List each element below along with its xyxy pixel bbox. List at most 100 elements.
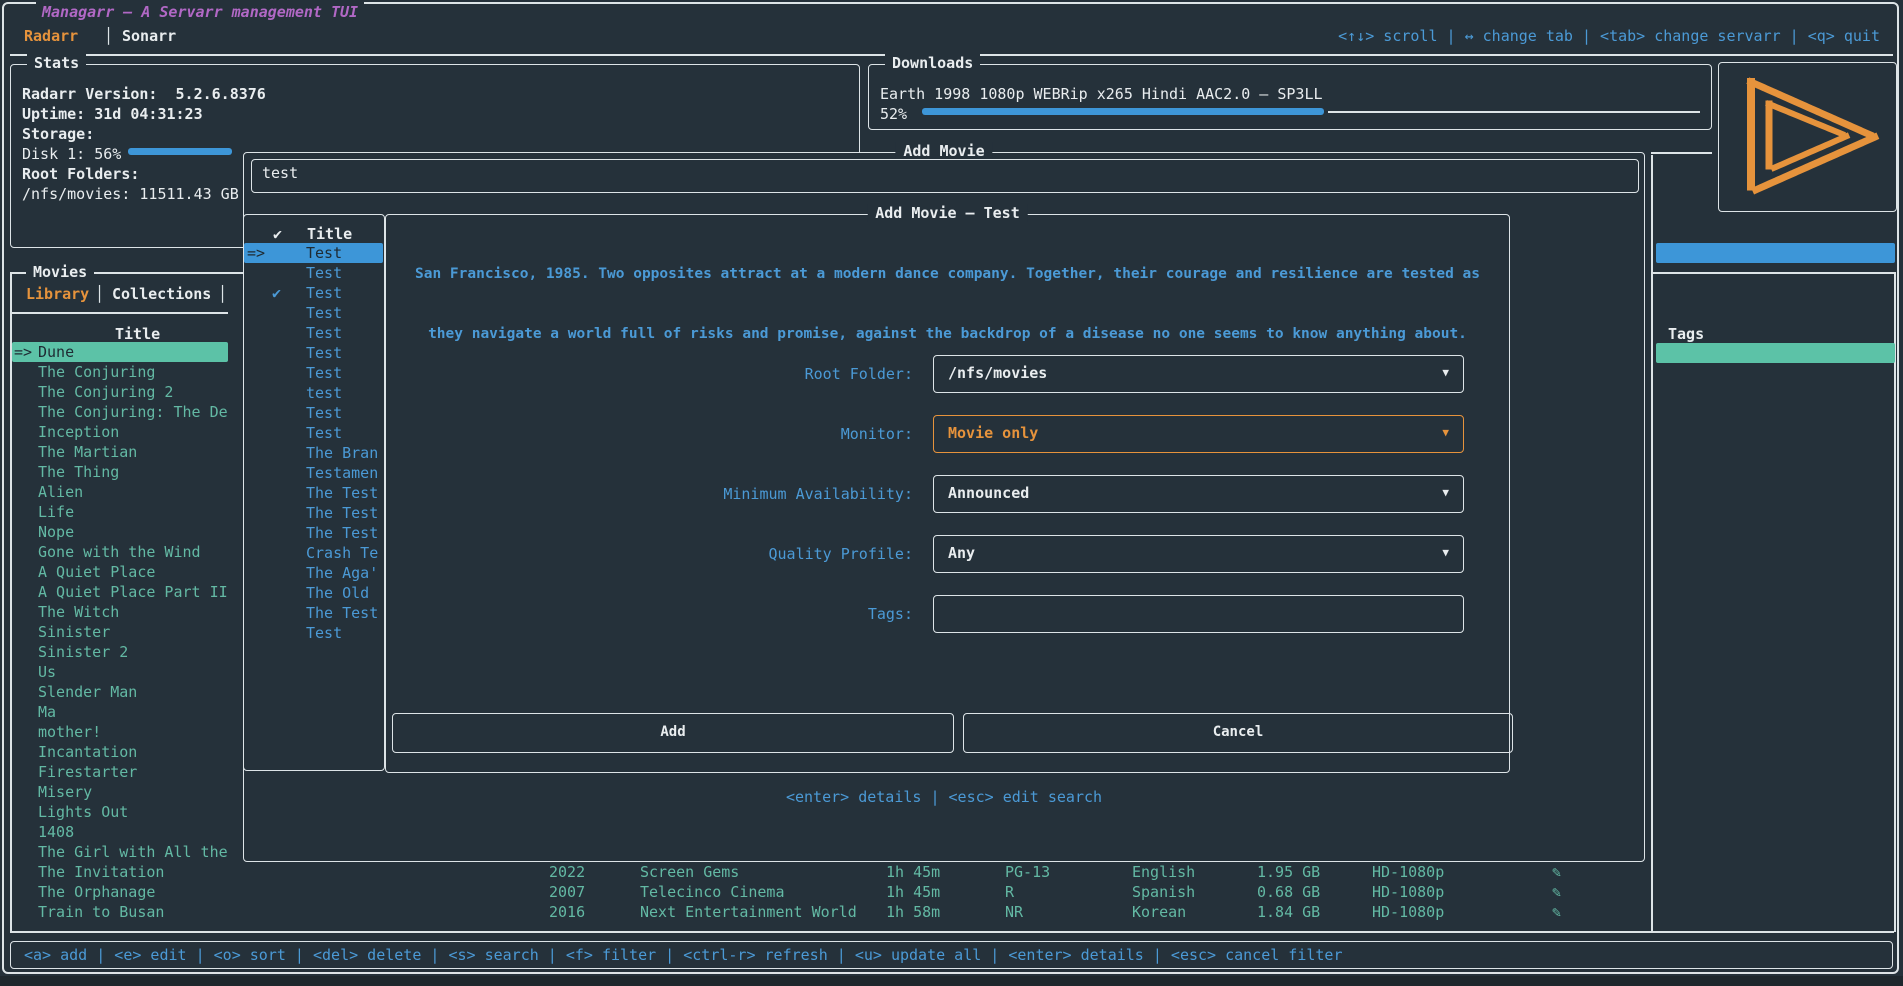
border-fragment (1651, 152, 1712, 154)
tab-sonarr[interactable]: Sonarr (122, 27, 177, 45)
list-item[interactable]: The Girl with All the (12, 842, 228, 862)
result-row[interactable]: test (244, 383, 383, 403)
movie-title: Slender Man (38, 683, 138, 701)
result-row[interactable]: The Test (244, 503, 383, 523)
list-item[interactable]: Us (12, 662, 228, 682)
result-row[interactable]: => Test (244, 243, 383, 263)
list-item[interactable]: The Invitation (12, 862, 228, 882)
result-row[interactable]: Test (244, 403, 383, 423)
downloads-panel: Downloads (868, 54, 1712, 130)
result-row[interactable]: The Aga' (244, 563, 383, 583)
list-item[interactable]: The Orphanage (12, 882, 228, 902)
library-title-header: Title (115, 325, 161, 343)
add-movie-modal: Add Movie – Test San Francisco, 1985. Tw… (385, 204, 1513, 773)
check-icon: ✔ (272, 284, 282, 302)
result-row[interactable]: The Test (244, 483, 383, 503)
result-row[interactable]: Testamen (244, 463, 383, 483)
year-cell: 2022 (549, 863, 586, 881)
list-item[interactable]: The Conjuring 2 (12, 382, 228, 402)
result-title: The Test (306, 524, 379, 542)
list-item[interactable]: Sinister (12, 622, 228, 642)
list-item[interactable]: The Conjuring (12, 362, 228, 382)
chevron-down-icon: ▼ (1442, 546, 1449, 559)
list-item[interactable]: A Quiet Place Part II (12, 582, 228, 602)
minimum-availability-select[interactable]: Announced ▼ (933, 475, 1464, 513)
movie-overview-line1: San Francisco, 1985. Two opposites attra… (414, 266, 1481, 282)
result-row[interactable]: Test (244, 323, 383, 343)
result-row[interactable]: ✔ Test (244, 283, 383, 303)
list-item[interactable]: A Quiet Place (12, 562, 228, 582)
list-item[interactable]: Inception (12, 422, 228, 442)
result-title: The Aga' (306, 564, 379, 582)
result-row[interactable]: The Bran (244, 443, 383, 463)
result-title: Test (306, 264, 343, 282)
quality-profile-label: Quality Profile: (768, 545, 914, 563)
list-item[interactable]: Misery (12, 782, 228, 802)
list-item[interactable]: Firestarter (12, 762, 228, 782)
result-row[interactable]: Test (244, 423, 383, 443)
quality-profile-select[interactable]: Any ▼ (933, 535, 1464, 573)
stats-panel-title: Stats (27, 54, 87, 72)
monitor-select[interactable]: Movie only ▼ (933, 415, 1464, 453)
list-item[interactable]: Gone with the Wind (12, 542, 228, 562)
list-item[interactable]: Ma (12, 702, 228, 722)
result-row[interactable]: Test (244, 263, 383, 283)
edit-icon: ✎ (1552, 863, 1562, 881)
list-item[interactable]: The Martian (12, 442, 228, 462)
result-row[interactable]: Test (244, 363, 383, 383)
list-item[interactable]: Life (12, 502, 228, 522)
list-item[interactable]: The Thing (12, 462, 228, 482)
result-row[interactable]: The Test (244, 523, 383, 543)
tab-radarr[interactable]: Radarr (24, 27, 79, 45)
list-item[interactable]: Sinister 2 (12, 642, 228, 662)
list-item[interactable]: Slender Man (12, 682, 228, 702)
movies-panel-border (10, 272, 243, 274)
movie-title: The Girl with All the (38, 843, 228, 861)
list-item[interactable]: The Conjuring: The De (12, 402, 228, 422)
list-item[interactable]: mother! (12, 722, 228, 742)
library-tags-header: Tags (1668, 325, 1705, 343)
cancel-button[interactable]: Cancel (963, 713, 1513, 753)
list-item[interactable]: => Dune (12, 342, 228, 362)
list-item[interactable]: Alien (12, 482, 228, 502)
size-cell: 0.68 GB (1257, 883, 1321, 901)
movie-search-input[interactable]: test (251, 159, 1639, 193)
result-row[interactable]: The Test (244, 603, 383, 623)
tab-library[interactable]: Library (26, 285, 90, 303)
result-row[interactable]: Crash Te (244, 543, 383, 563)
movie-title: Nope (38, 523, 75, 541)
year-cell: 2016 (549, 903, 586, 921)
movie-title: The Thing (38, 463, 120, 481)
result-row[interactable]: Test (244, 343, 383, 363)
edit-icon: ✎ (1552, 903, 1562, 921)
list-item[interactable]: Incantation (12, 742, 228, 762)
result-title: The Test (306, 484, 379, 502)
result-title: Test (306, 324, 343, 342)
table-row[interactable]: 2007 Telecinco Cinema 1h 45m R Spanish 0.68 G… (0, 882, 1903, 902)
table-row[interactable]: 2016 Next Entertainment World 1h 58m NR Kore… (0, 902, 1903, 922)
result-title: Crash Te (306, 544, 379, 562)
result-row[interactable]: Test (244, 623, 383, 643)
tab-collections[interactable]: Collections (112, 285, 212, 303)
top-keybind-hints: <↑↓> scroll | ↔ change tab | <tab> chang… (1338, 27, 1880, 45)
list-item[interactable]: Train to Busan (12, 902, 228, 922)
result-row[interactable]: Test (244, 303, 383, 323)
movie-title: The Conjuring (38, 363, 156, 381)
root-folder-select[interactable]: /nfs/movies ▼ (933, 355, 1464, 393)
list-item[interactable]: The Witch (12, 602, 228, 622)
language-cell: Spanish (1132, 883, 1196, 901)
result-title: Test (306, 244, 343, 262)
add-button[interactable]: Add (392, 713, 954, 753)
list-item[interactable]: Nope (12, 522, 228, 542)
tags-label: Tags: (867, 605, 913, 623)
result-row[interactable]: The Old (244, 583, 383, 603)
table-row[interactable]: 2022 Screen Gems 1h 45m PG-13 English 1.95 GB… (0, 862, 1903, 882)
disk-usage-bar (128, 148, 232, 155)
result-title: Test (306, 344, 343, 362)
list-item[interactable]: 1408 (12, 822, 228, 842)
tags-input[interactable] (933, 595, 1464, 633)
movie-title: The Conjuring 2 (38, 383, 174, 401)
list-item[interactable]: Lights Out (12, 802, 228, 822)
movie-title: Dune (38, 343, 75, 361)
